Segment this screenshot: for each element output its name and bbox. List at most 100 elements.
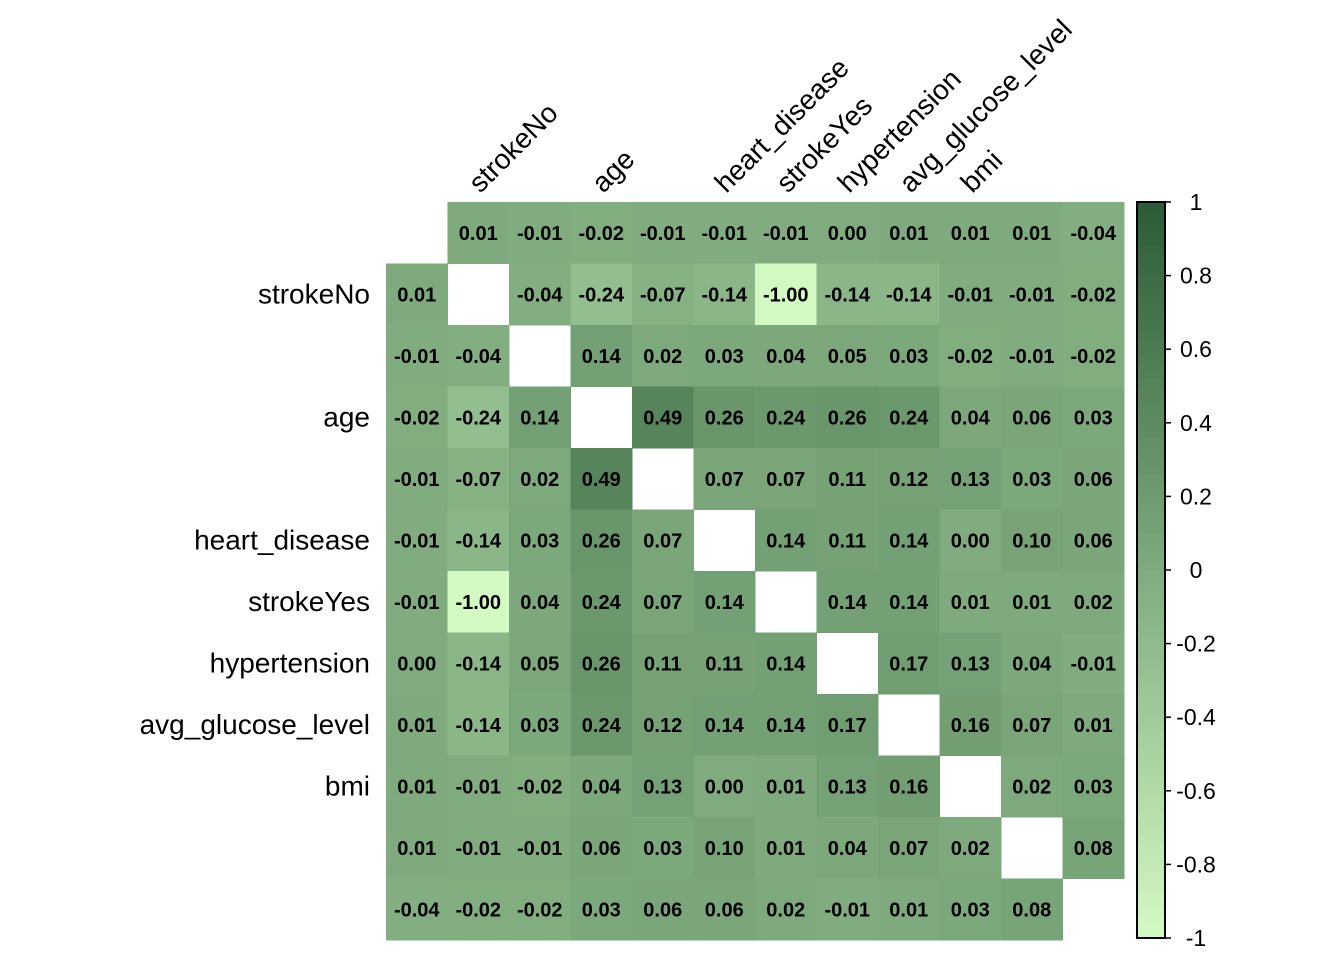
heatmap-cell [386, 386, 448, 449]
heatmap-cell [755, 202, 817, 264]
heatmap-cell [755, 632, 817, 695]
colorbar-segment [1137, 511, 1165, 519]
colorbar-segment [1137, 430, 1165, 439]
heatmap-cell [693, 632, 756, 695]
row-label: age [323, 401, 370, 432]
colorbar-segment [1137, 356, 1165, 365]
colorbar-segment [1137, 489, 1165, 497]
colorbar-segment [1137, 628, 1165, 637]
heatmap-cell [1062, 386, 1125, 449]
cell-value-label: -0.14 [701, 284, 747, 306]
heatmap-cell [570, 694, 633, 756]
colorbar-segment [1137, 908, 1165, 917]
heatmap-cell [570, 878, 633, 941]
cell-value-label: 0.01 [1012, 223, 1051, 245]
heatmap-cell [509, 202, 571, 264]
colorbar-segment [1137, 584, 1165, 593]
cell-value-label: 0.07 [766, 469, 805, 491]
colorbar-segment [1137, 481, 1165, 490]
cell-value-label: 0.01 [889, 899, 928, 921]
cell-value-label: -0.01 [1009, 346, 1055, 368]
colorbar-segment [1137, 871, 1165, 880]
heatmap-cell [447, 448, 510, 510]
cell-value-label: 0.05 [520, 653, 559, 675]
cell-value-label: -0.02 [394, 407, 440, 429]
heatmap-cell [939, 325, 1002, 387]
cell-value-label: 0.03 [951, 899, 990, 921]
colorbar-segment [1137, 452, 1165, 461]
heatmap-cell [878, 325, 940, 387]
heatmap-cell [509, 263, 571, 326]
heatmap-cell [570, 632, 633, 695]
diagonal-cell [1065, 881, 1121, 937]
heatmap-cell [816, 448, 879, 510]
colorbar-segment [1137, 297, 1165, 306]
colorbar-segment [1137, 768, 1165, 777]
cell-value-label: 0.07 [1012, 715, 1051, 737]
colorbar-segment [1137, 731, 1165, 740]
heatmap-cell [939, 448, 1002, 510]
heatmap-cell [386, 571, 448, 633]
heatmap-cell [632, 878, 694, 941]
cell-value-label: -0.02 [947, 346, 993, 368]
cell-value-label: 0.10 [1012, 530, 1051, 552]
heatmap-cell [386, 632, 448, 695]
colorbar-segment [1137, 930, 1165, 939]
colorbar-segment [1137, 665, 1165, 674]
cell-value-label: -0.02 [517, 776, 563, 798]
cell-value-label: 0.03 [1012, 469, 1051, 491]
cell-value-label: -1.00 [455, 592, 501, 614]
heatmap-cell [878, 386, 940, 449]
heatmap-cell [386, 325, 448, 387]
heatmap-cell [693, 325, 756, 387]
cell-value-label: -0.04 [394, 899, 440, 921]
heatmap-cell [1062, 571, 1125, 633]
cell-value-label: 0.11 [705, 653, 743, 675]
cell-value-label: 0.01 [397, 284, 436, 306]
colorbar-segment [1137, 253, 1165, 262]
heatmap-cell [386, 817, 448, 879]
heatmap-cell [878, 509, 940, 572]
colorbar-segment [1137, 614, 1165, 623]
cell-value-label: 0.24 [766, 407, 806, 429]
cell-value-label: -0.02 [1070, 284, 1116, 306]
heatmap-cell [1001, 325, 1063, 387]
cell-value-label: 0.07 [889, 838, 928, 860]
cell-value-label: -0.02 [517, 899, 563, 921]
colorbar-tick-label: 0.6 [1180, 336, 1212, 362]
heatmap-cell [878, 632, 940, 695]
colorbar-segment [1137, 717, 1165, 726]
heatmap-cell [816, 694, 879, 756]
colorbar-segment [1137, 776, 1165, 784]
heatmap-cell [755, 509, 817, 572]
colorbar-segment [1137, 798, 1165, 807]
colorbar-segment [1137, 864, 1165, 873]
colorbar-segment [1137, 724, 1165, 733]
colorbar-segment [1137, 621, 1165, 630]
cell-value-label: 0.13 [951, 469, 990, 491]
heatmap-cell [1062, 509, 1125, 572]
heatmap-cell [693, 571, 756, 633]
colorbar-tick-label: -0.8 [1176, 851, 1216, 877]
cell-value-label: 0.10 [705, 838, 744, 860]
heatmap-cell [509, 817, 571, 879]
cell-value-label: 0.12 [889, 469, 928, 491]
colorbar-segment [1137, 570, 1165, 578]
row-label: bmi [325, 770, 370, 801]
colorbar-segment [1137, 378, 1165, 387]
colorbar-segment [1137, 503, 1165, 512]
cell-value-label: -0.01 [517, 838, 563, 860]
colorbar-tick-label: -0.6 [1176, 778, 1216, 804]
cell-value-label: 0.00 [397, 653, 436, 675]
heatmap-cell [816, 878, 879, 941]
cell-value-label: 0.03 [889, 346, 928, 368]
colorbar-tick-label: -0.2 [1176, 631, 1216, 657]
cell-value-label: -0.01 [517, 223, 563, 245]
colorbar-segment [1137, 555, 1165, 564]
heatmap-cell [447, 817, 510, 879]
cell-value-label: -0.02 [1070, 346, 1116, 368]
heatmap-cell [1001, 202, 1063, 264]
heatmap-cell [447, 509, 510, 572]
colorbar-segment [1137, 533, 1165, 542]
heatmap-cell [755, 878, 817, 941]
